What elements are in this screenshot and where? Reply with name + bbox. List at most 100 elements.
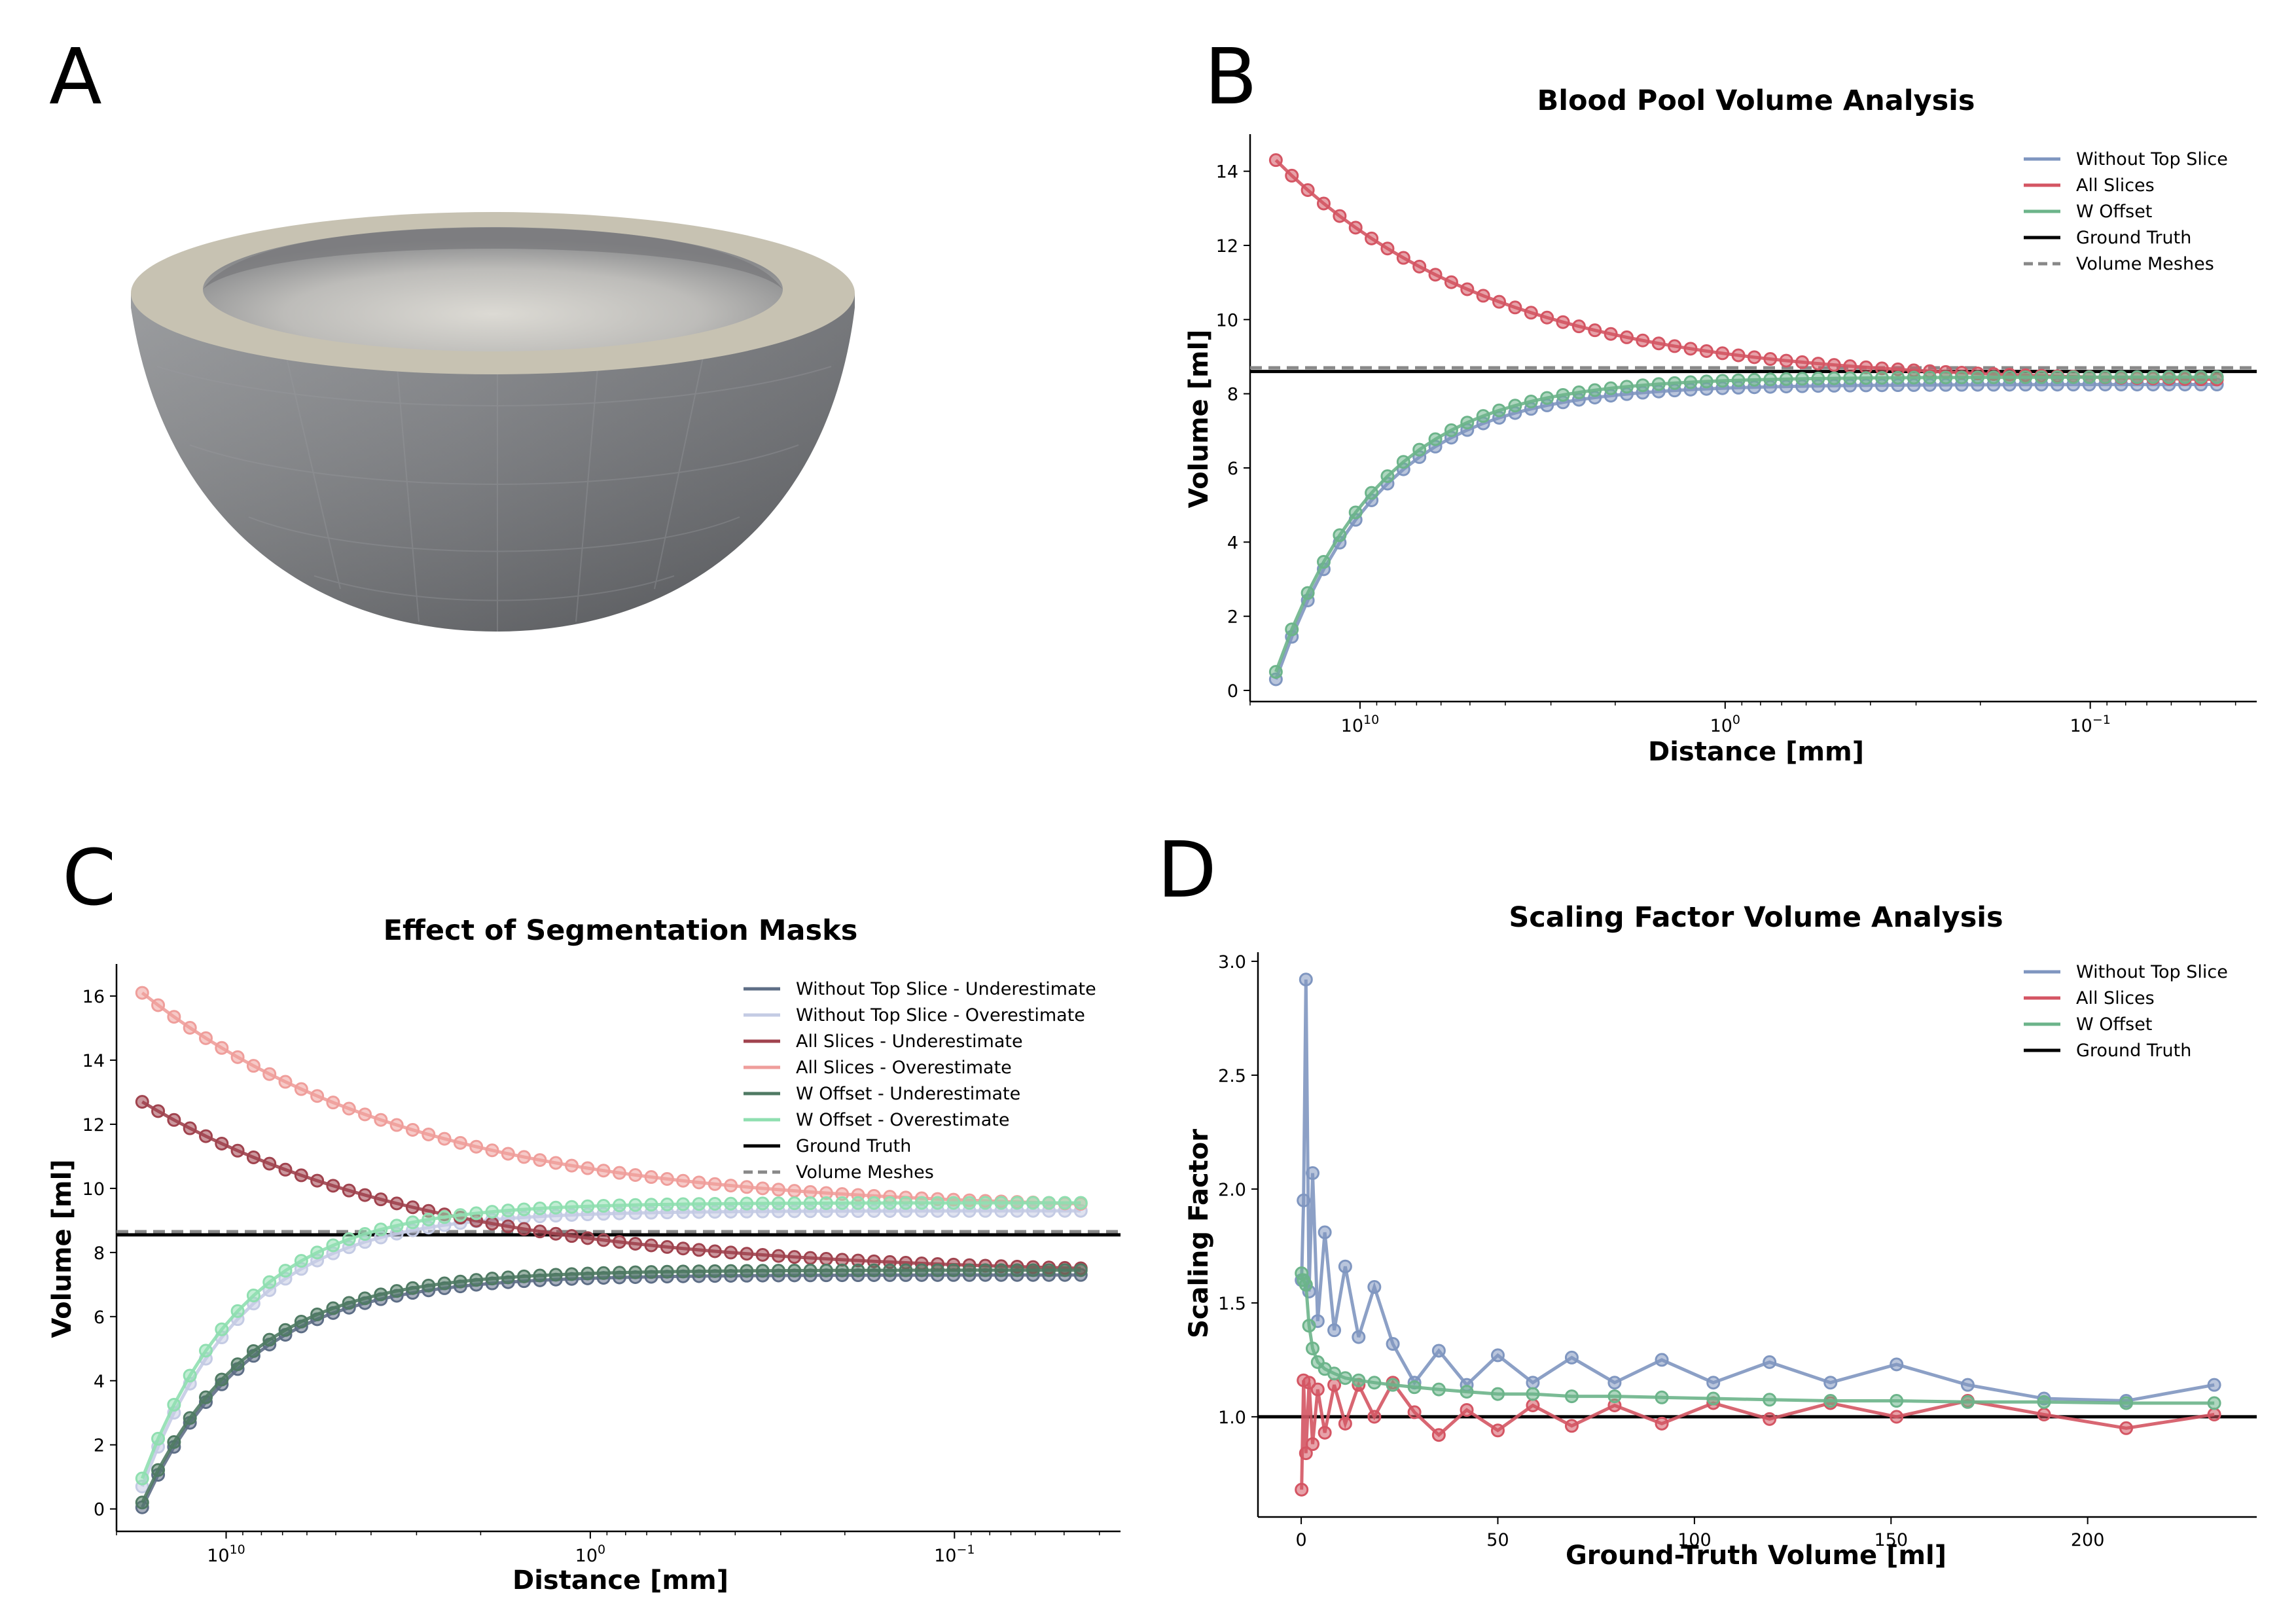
- data-point: [724, 1264, 738, 1278]
- legend: Without Top Slice - Underestimate Without…: [744, 979, 1096, 1183]
- data-point: [1508, 300, 1522, 315]
- data-point: [2210, 370, 2224, 384]
- data-point: [533, 1153, 547, 1168]
- data-point: [596, 1199, 611, 1213]
- data-point: [771, 1264, 785, 1278]
- data-point: [294, 1168, 308, 1183]
- data-point: [1763, 1355, 1777, 1369]
- series-line: [140, 1209, 1081, 1488]
- y-tick-label: 4: [94, 1372, 105, 1392]
- y-tick-label: 8: [1227, 385, 1238, 405]
- data-point: [1526, 1376, 1540, 1390]
- data-point: [1333, 209, 1347, 223]
- data-point: [262, 1067, 277, 1081]
- data-point: [1715, 374, 1730, 388]
- data-point: [755, 1181, 770, 1196]
- series-line: [1300, 1380, 2215, 1490]
- data-point: [676, 1173, 691, 1188]
- data-point: [453, 1208, 467, 1222]
- data-point: [851, 1196, 865, 1210]
- data-point: [803, 1251, 817, 1265]
- data-point: [1683, 342, 1698, 356]
- data-point: [755, 1264, 770, 1278]
- data-point: [389, 1284, 404, 1298]
- data-point: [1571, 319, 1586, 334]
- data-point: [278, 1264, 293, 1278]
- data-point: [1571, 385, 1586, 400]
- data-point: [644, 1170, 658, 1185]
- data-point: [151, 998, 166, 1012]
- data-point: [1763, 1393, 1777, 1407]
- data-point: [2098, 370, 2113, 384]
- panel-letter-b: B: [1204, 31, 1257, 122]
- data-point: [183, 1121, 197, 1135]
- data-point: [278, 1162, 293, 1177]
- data-point: [1318, 1425, 1332, 1440]
- data-point: [1300, 586, 1315, 600]
- data-point: [1490, 1423, 1505, 1438]
- legend-label: All Slices - Overestimate: [796, 1058, 1012, 1078]
- data-point: [151, 1431, 166, 1446]
- data-point: [851, 1263, 865, 1277]
- data-point: [374, 1287, 388, 1302]
- series-without-top-slice: [1295, 972, 2221, 1408]
- data-point: [2037, 1407, 2051, 1421]
- data-point: [2034, 370, 2049, 384]
- data-point: [405, 1200, 420, 1215]
- data-point: [1010, 1263, 1024, 1277]
- data-point: [835, 1196, 850, 1210]
- data-point: [167, 1435, 181, 1450]
- data-point: [310, 1307, 325, 1321]
- data-point: [405, 1122, 420, 1137]
- data-point: [644, 1198, 658, 1212]
- data-point: [389, 1219, 404, 1233]
- data-point: [962, 1263, 977, 1277]
- data-point: [533, 1224, 547, 1239]
- series-line: [141, 1268, 1081, 1504]
- data-point: [294, 1314, 308, 1329]
- data-point: [1295, 1482, 1309, 1497]
- data-point: [246, 1344, 260, 1358]
- data-point: [2114, 370, 2128, 384]
- data-point: [1285, 168, 1299, 183]
- data-point: [994, 1196, 1009, 1210]
- x-axis-label: Distance [mm]: [512, 1565, 728, 1596]
- data-point: [994, 1263, 1009, 1277]
- data-point: [1890, 1410, 1904, 1424]
- data-point: [1706, 1391, 1721, 1406]
- data-point: [389, 1196, 404, 1211]
- data-point: [1386, 1378, 1400, 1392]
- data-point: [612, 1198, 626, 1213]
- series-w-offset-overestimate: [135, 1196, 1088, 1486]
- data-point: [1524, 394, 1538, 408]
- data-point: [787, 1196, 802, 1211]
- data-point: [453, 1274, 467, 1289]
- data-point: [230, 1304, 245, 1318]
- data-point: [1827, 358, 1841, 372]
- data-point: [1412, 442, 1427, 457]
- data-point: [1960, 1378, 1975, 1392]
- data-point: [215, 1041, 229, 1055]
- y-tick-label: 10: [82, 1179, 105, 1200]
- data-point: [883, 1263, 897, 1277]
- data-point: [724, 1179, 738, 1193]
- data-point: [1460, 1385, 1474, 1399]
- data-point: [135, 1495, 149, 1510]
- y-tick-label: 14: [1216, 162, 1238, 183]
- data-point: [1986, 370, 2001, 385]
- data-point: [1302, 1319, 1316, 1333]
- data-point: [517, 1202, 531, 1217]
- series-without-top-slice-overestimate: [135, 1204, 1088, 1493]
- x-tick-label: 100: [575, 1543, 605, 1566]
- data-point: [215, 1372, 229, 1387]
- data-point: [692, 1243, 706, 1257]
- series-line: [141, 1273, 1081, 1508]
- data-point: [914, 1263, 929, 1277]
- data-point: [1827, 371, 1841, 385]
- data-point: [1476, 409, 1490, 423]
- data-point: [803, 1196, 817, 1211]
- data-point: [1348, 505, 1363, 520]
- data-point: [501, 1270, 515, 1285]
- data-point: [819, 1252, 833, 1266]
- data-point: [548, 1226, 563, 1241]
